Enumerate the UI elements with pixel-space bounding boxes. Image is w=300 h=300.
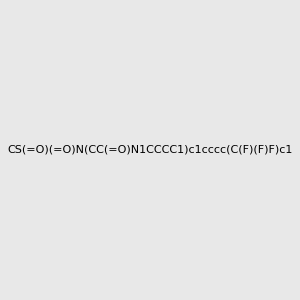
Text: CS(=O)(=O)N(CC(=O)N1CCCC1)c1cccc(C(F)(F)F)c1: CS(=O)(=O)N(CC(=O)N1CCCC1)c1cccc(C(F)(F)…: [7, 145, 293, 155]
